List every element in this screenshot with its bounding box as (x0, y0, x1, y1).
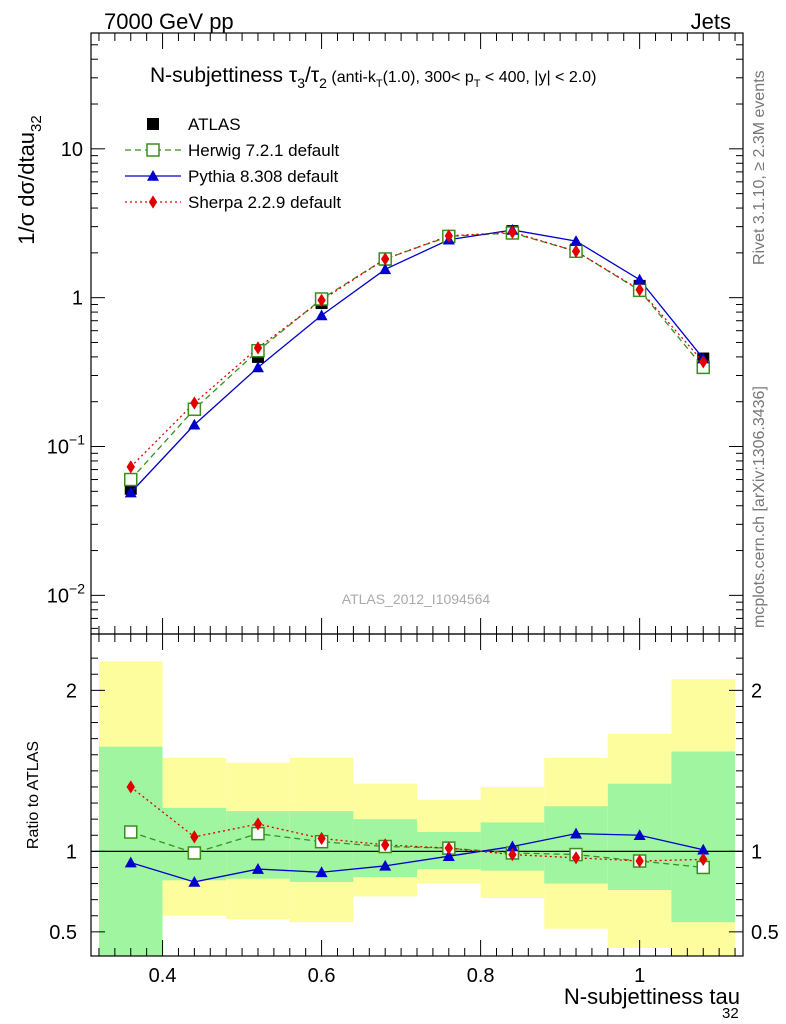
data-point (571, 244, 581, 258)
x-tick-label: 0.4 (149, 965, 177, 987)
data-point (126, 780, 135, 794)
ratio-y-tick-label-right: 2 (751, 680, 762, 702)
data-point (444, 229, 454, 243)
data-point (570, 827, 583, 839)
ratio-y-tick-label-left: 2 (66, 680, 77, 702)
title-part: 3 (297, 75, 305, 91)
data-point (251, 863, 264, 874)
data-point (190, 830, 199, 844)
data-point (699, 355, 708, 369)
data-point (508, 847, 517, 862)
data-point (379, 263, 392, 275)
data-point (317, 831, 326, 846)
data-point (148, 195, 158, 209)
title-part: / (305, 64, 311, 87)
data-point (124, 856, 137, 868)
data-point (126, 460, 135, 474)
xlabel: N-subjettiness tau (564, 984, 740, 1009)
x-tick-label: 0.6 (308, 965, 336, 987)
legend: ATLAS Herwig 7.2.1 default Pythia 8.308 de… (125, 115, 341, 212)
title-part: (1.0), 300< p (383, 69, 474, 86)
series-line (130, 229, 704, 494)
data-point (315, 309, 328, 321)
ratio-y-tick-label-left: 0.5 (49, 922, 77, 944)
title-part: < 400, |y| < 2.0) (480, 69, 596, 86)
series-line (130, 832, 704, 883)
data-point (633, 829, 646, 841)
data-point (253, 817, 263, 831)
ratio-ylabel: Ratio to ATLAS (25, 741, 42, 849)
xlabel-sub: 32 (722, 1005, 739, 1022)
energy-label: 7000 GeV pp (104, 9, 234, 34)
series-line (130, 786, 704, 862)
upper-ylabel: 1/σ dσ/dtau32 (14, 115, 45, 244)
data-point (146, 143, 160, 157)
title-part: 2 (319, 75, 327, 91)
legend-label: Sherpa 2.2.9 default (188, 193, 341, 212)
legend-label: ATLAS (188, 115, 241, 134)
y-tick-label: 10−1 (47, 432, 85, 459)
data-point (317, 293, 326, 307)
data-point (570, 235, 583, 246)
title-part: τ (311, 64, 320, 87)
data-point (571, 851, 581, 865)
x-tick-label: 0.8 (467, 965, 495, 987)
chart-title: N-subjettiness τ3/τ2 (anti-kT(1.0), 300<… (150, 64, 596, 91)
xlabel-main: N-subjettiness tau (564, 984, 740, 1009)
data-point (124, 825, 138, 839)
title-part: (anti-k (327, 69, 377, 86)
data-point (444, 841, 454, 855)
data-point (635, 283, 644, 297)
data-point (380, 838, 390, 852)
rivet-info: Rivet 3.1.10, ≥ 2.3M events (751, 70, 768, 265)
legend-label: Herwig 7.2.1 default (188, 141, 339, 160)
data-point (251, 361, 264, 373)
data-point (379, 859, 392, 871)
data-point (633, 273, 646, 285)
series-line (130, 232, 704, 480)
data-point (697, 843, 710, 855)
data-point (188, 875, 201, 887)
x-tick-label: 1 (634, 965, 645, 987)
title-main: N-subjettiness τ (150, 64, 298, 87)
data-point (124, 472, 138, 487)
stat-band-bin (162, 807, 227, 881)
series-line (130, 831, 704, 869)
data-point (187, 846, 202, 860)
y-tick-label: 10−2 (47, 580, 85, 607)
data-point (190, 396, 199, 410)
title-part: T (376, 78, 383, 90)
data-point (124, 486, 137, 498)
data-point (188, 418, 201, 430)
title-part: T (474, 78, 481, 90)
data-point (147, 118, 159, 130)
y-tick-label: 1 (72, 288, 83, 310)
stat-band-bin (544, 806, 608, 884)
data-point (699, 852, 708, 866)
ratio-y-tick-label-right: 0.5 (751, 922, 779, 944)
data-point (315, 866, 328, 878)
data-point (442, 850, 455, 861)
data-point (506, 840, 519, 852)
data-point (635, 854, 644, 868)
data-point (147, 170, 159, 181)
data-point (380, 252, 390, 266)
data-point (508, 225, 517, 239)
process-label: Jets (690, 9, 731, 34)
upper-ylabel-sub: 32 (28, 115, 45, 132)
ratio-y-tick-label-right: 1 (751, 841, 762, 863)
series-line (130, 231, 704, 468)
ratio-panel: 0.5 0.5 1 1 2 2 0.4 0.6 0.8 1 (49, 633, 779, 987)
upper-ylabel-main: 1/σ dσ/dtau (14, 132, 39, 245)
legend-label: Pythia 8.308 default (188, 167, 339, 186)
analysis-watermark: ATLAS_2012_I1094564 (342, 591, 491, 607)
y-tick-label: 10 (61, 139, 83, 161)
data-point (253, 341, 263, 355)
upper-panel: 10−2 10−1 1 10 (47, 32, 744, 635)
mcplots-info: mcplots.cern.ch [arXiv:1306.3436] (751, 386, 768, 628)
stat-band-bin (671, 751, 736, 923)
ratio-y-tick-label-left: 1 (66, 841, 77, 863)
